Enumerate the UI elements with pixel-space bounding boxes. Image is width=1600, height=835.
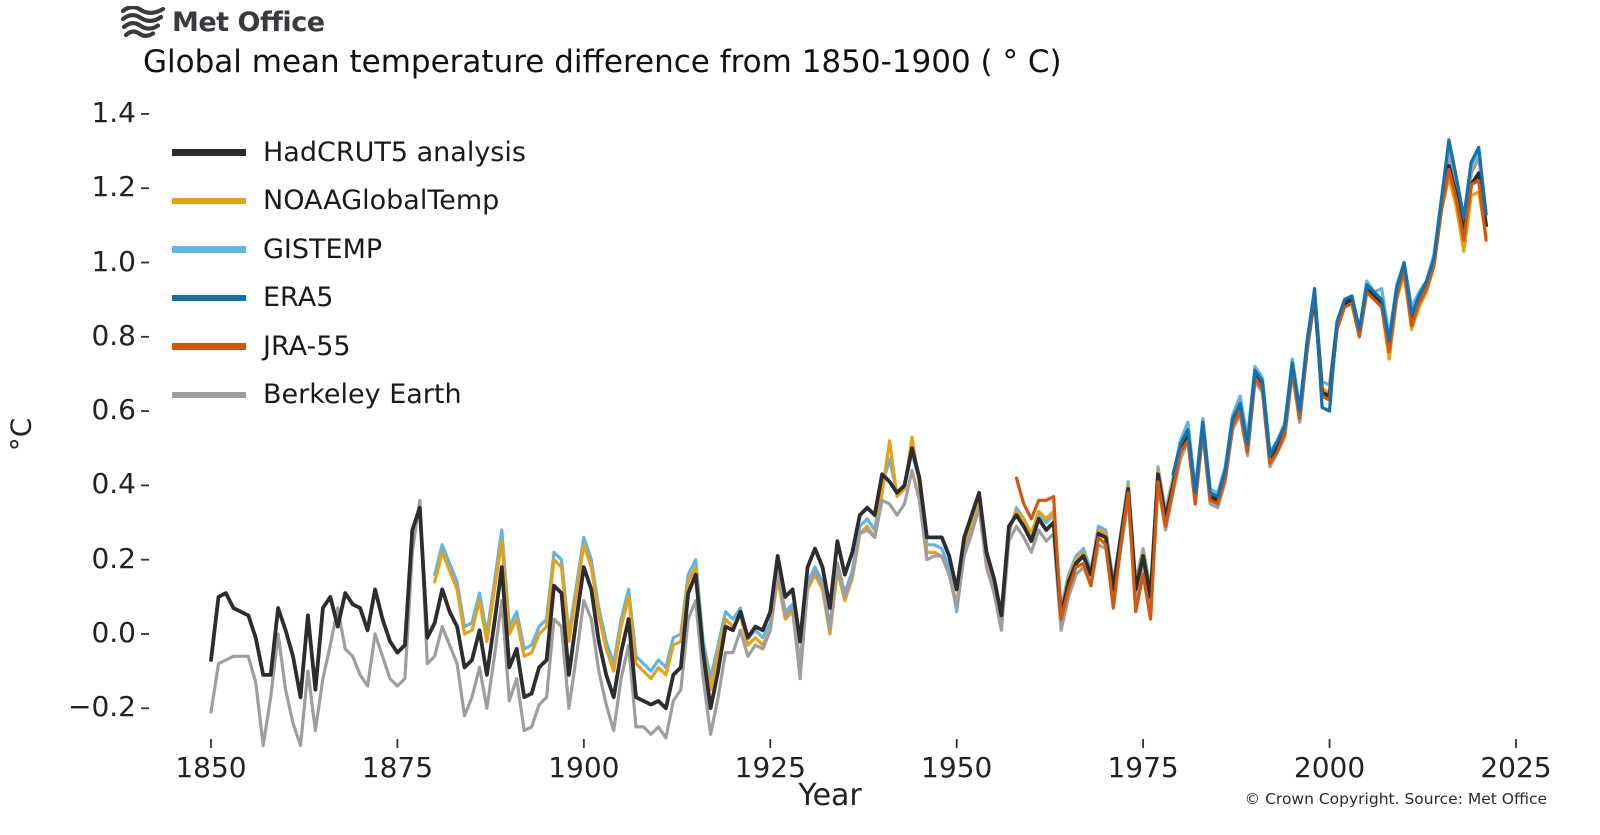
legend-label: Berkeley Earth — [263, 379, 462, 411]
legend-swatch — [172, 343, 246, 350]
legend-item-gistemp: GISTEMP — [172, 225, 526, 274]
y-tick-label: 0.8 — [91, 318, 136, 352]
legend-label: NOAAGlobalTemp — [263, 185, 500, 217]
y-tick-label: 0.2 — [91, 541, 136, 575]
x-tick-label: 1875 — [361, 751, 434, 784]
x-axis-label: Year — [798, 778, 862, 813]
x-tick-label: 1975 — [1107, 751, 1179, 784]
legend-item-noaaglobaltemp: NOAAGlobalTemp — [172, 177, 526, 226]
series-line-era5 — [1171, 138, 1488, 499]
legend-swatch — [172, 149, 246, 156]
x-tick-label: 1850 — [175, 751, 247, 784]
y-tick-label: 1.2 — [91, 170, 136, 204]
legend-item-berkeley-earth: Berkeley Earth — [172, 371, 526, 420]
y-tick-label: 0.6 — [91, 393, 136, 427]
legend-swatch — [172, 197, 246, 204]
legend-label: GISTEMP — [263, 233, 383, 265]
met-office-waves-icon — [120, 6, 166, 39]
x-tick-label: 1950 — [921, 751, 993, 784]
legend-label: HadCRUT5 analysis — [263, 136, 526, 168]
chart-title: Global mean temperature difference from … — [143, 44, 1062, 80]
legend-label: JRA-55 — [263, 330, 351, 362]
legend-swatch — [172, 246, 246, 253]
series-line-noaaglobaltemp — [433, 175, 1488, 692]
y-tick-label: 1.4 — [91, 95, 136, 129]
met-office-logo: Met Office — [120, 6, 325, 39]
legend-swatch — [172, 391, 246, 398]
met-office-wordmark: Met Office — [172, 7, 325, 38]
y-tick-label: −0.2 — [68, 690, 136, 724]
legend-label: ERA5 — [263, 282, 334, 314]
legend-swatch — [172, 294, 246, 301]
y-tick-label: 0.4 — [91, 467, 136, 501]
legend: HadCRUT5 analysis NOAAGlobalTemp GISTEMP ER… — [172, 128, 526, 419]
y-tick-label: 1.0 — [91, 244, 136, 278]
x-tick-label: 2025 — [1480, 751, 1552, 784]
x-tick-label: 2000 — [1293, 751, 1366, 784]
series-line-hadcrut5-analysis — [209, 163, 1488, 711]
x-tick-label: 1925 — [734, 751, 806, 784]
copyright-note: © Crown Copyright. Source: Met Office — [1244, 790, 1547, 808]
legend-item-hadcrut5-analysis: HadCRUT5 analysis — [172, 128, 526, 177]
legend-item-jra-55: JRA-55 — [172, 322, 526, 371]
x-tick-label: 1900 — [548, 751, 620, 784]
y-tick-label: 0.0 — [91, 616, 136, 649]
legend-item-era5: ERA5 — [172, 274, 526, 323]
